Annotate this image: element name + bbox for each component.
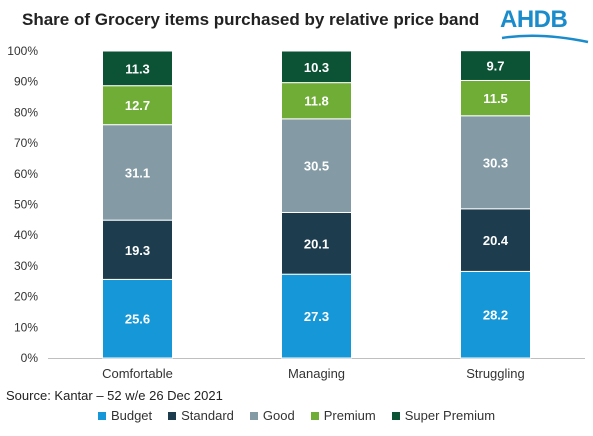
y-tick-label: 20% — [14, 290, 38, 304]
bar-segment — [281, 273, 352, 359]
bar-segment — [102, 85, 173, 126]
data-label: 30.5 — [304, 159, 329, 174]
y-tick-label: 30% — [14, 259, 38, 273]
bar-segment — [102, 50, 173, 87]
legend-label: Super Premium — [404, 408, 496, 423]
legend-label: Standard — [181, 408, 234, 423]
data-label: 20.4 — [483, 233, 509, 248]
legend-swatch — [168, 411, 177, 420]
data-label: 12.7 — [125, 98, 150, 113]
legend-item: Good — [249, 408, 295, 423]
legend-swatch — [97, 411, 106, 420]
y-tick-label: 50% — [14, 198, 38, 212]
legend-swatch — [249, 411, 258, 420]
legend: Budget Standard Good Premium Super Premium — [0, 408, 593, 423]
bar-segment — [460, 79, 531, 117]
chart-title: Share of Grocery items purchased by rela… — [22, 10, 480, 29]
data-label: 25.6 — [125, 312, 150, 327]
bar-segment — [281, 50, 352, 84]
y-tick-label: 40% — [14, 228, 38, 242]
legend-label: Premium — [323, 408, 376, 423]
legend-swatch — [391, 411, 400, 420]
legend-label: Good — [262, 408, 295, 423]
data-label: 28.2 — [483, 308, 508, 323]
data-label: 9.7 — [486, 59, 504, 74]
bar-segment — [460, 208, 531, 272]
bar-segment — [102, 219, 173, 280]
y-tick-label: 80% — [14, 105, 38, 119]
legend-item: Premium — [310, 408, 376, 423]
data-label: 10.3 — [304, 60, 329, 75]
data-label: 30.3 — [483, 155, 508, 170]
data-label: 31.1 — [125, 165, 150, 180]
bar-segment — [102, 124, 173, 221]
data-label: 27.3 — [304, 309, 329, 324]
legend-item: Super Premium — [391, 408, 496, 423]
data-label: 20.1 — [304, 236, 329, 251]
y-tick-label: 10% — [14, 320, 38, 334]
category-label: Managing — [288, 366, 345, 381]
data-label: 11.8 — [304, 94, 329, 109]
legend-label: Budget — [110, 408, 153, 423]
y-tick-label: 90% — [14, 75, 38, 89]
data-label: 11.5 — [483, 91, 508, 106]
stacked-bar-chart: 0% 10% 20% 30% 40% 50% 60% 70% 80% 90% 100% 25.6 19.… — [7, 44, 585, 381]
category-label: Struggling — [466, 366, 525, 381]
logo-swoosh-icon — [501, 34, 589, 44]
category-label: Comfortable — [102, 366, 173, 381]
source-note: Source: Kantar – 52 w/e 26 Dec 2021 — [6, 388, 223, 403]
data-label: 19.3 — [125, 243, 150, 258]
legend-item: Standard — [168, 408, 234, 423]
ahdb-logo: AHDB — [500, 6, 590, 46]
bar-segment — [460, 115, 531, 210]
legend-item: Budget — [97, 408, 153, 423]
legend-swatch — [310, 411, 319, 420]
y-tick-label: 0% — [21, 351, 39, 365]
y-tick-label: 60% — [14, 167, 38, 181]
data-label: 11.3 — [125, 61, 150, 76]
bar-segment — [460, 50, 531, 81]
bar-segment — [460, 270, 531, 359]
bar-segment — [102, 278, 173, 359]
y-tick-label: 70% — [14, 136, 38, 150]
logo-text: AHDB — [500, 6, 568, 33]
y-tick-label: 100% — [7, 44, 38, 58]
